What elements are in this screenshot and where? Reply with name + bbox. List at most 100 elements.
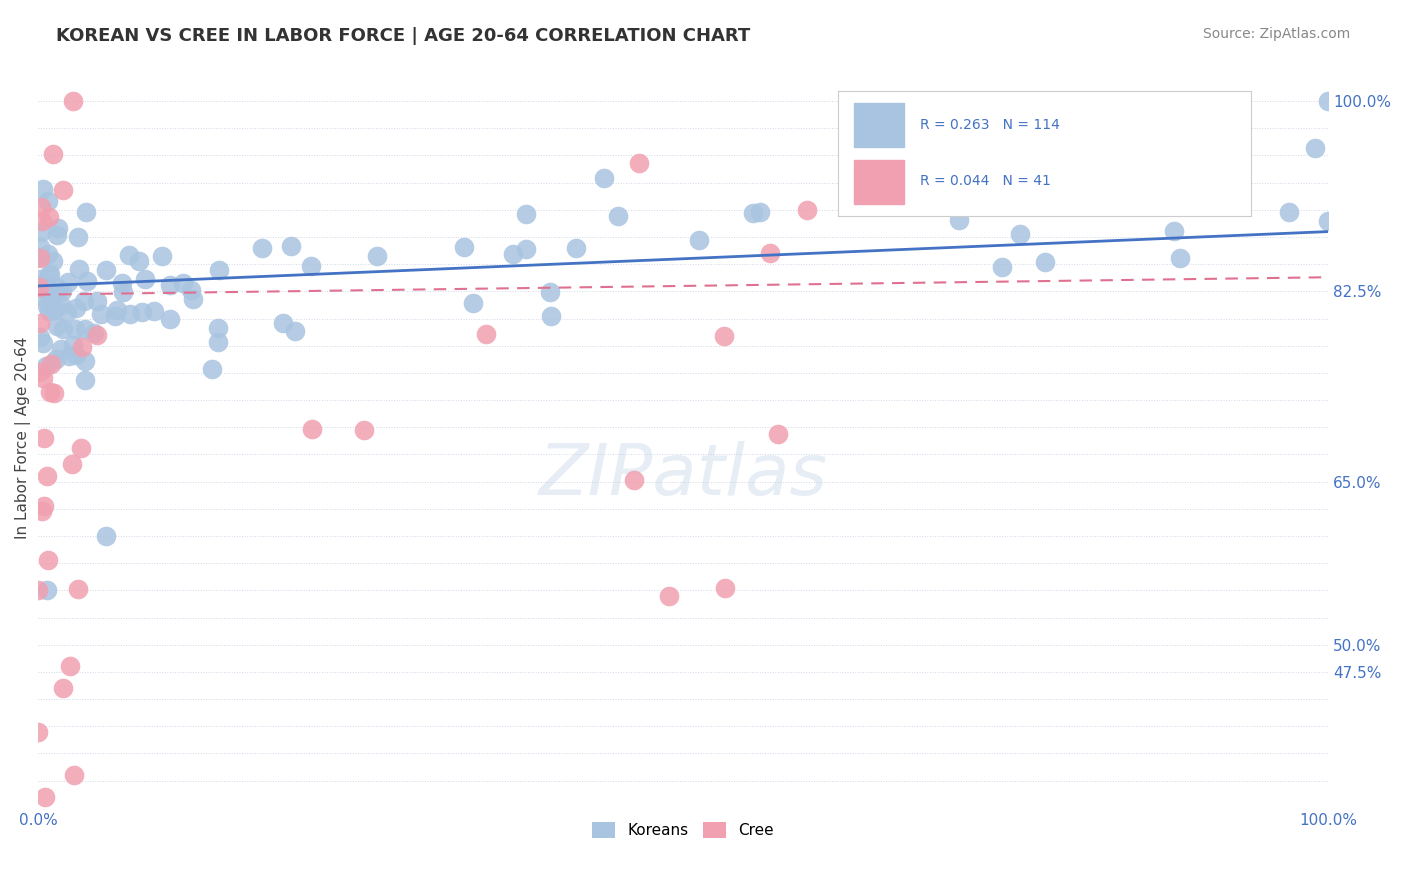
Point bbox=[62, 338, 84, 352]
Point bbox=[112, 285, 135, 300]
Point bbox=[51, 184, 73, 198]
Point bbox=[39, 385, 62, 400]
Point bbox=[65, 348, 87, 362]
Point bbox=[104, 310, 127, 324]
Point bbox=[30, 272, 52, 286]
Point bbox=[73, 354, 96, 368]
Point bbox=[301, 422, 323, 436]
Point bbox=[30, 200, 52, 214]
Point bbox=[44, 278, 66, 293]
Point bbox=[201, 361, 224, 376]
Point bbox=[461, 296, 484, 310]
Point bbox=[713, 581, 735, 595]
Point bbox=[35, 299, 58, 313]
Point bbox=[44, 302, 66, 317]
Point bbox=[159, 312, 181, 326]
Point bbox=[46, 221, 69, 235]
Point bbox=[37, 469, 59, 483]
Point bbox=[565, 241, 588, 255]
Point bbox=[515, 242, 537, 256]
Point bbox=[34, 789, 56, 804]
Point bbox=[606, 209, 628, 223]
Point bbox=[592, 170, 614, 185]
Point bbox=[796, 202, 818, 217]
Point bbox=[38, 210, 60, 224]
Point bbox=[150, 249, 173, 263]
Point bbox=[45, 285, 67, 300]
Point bbox=[453, 240, 475, 254]
Point bbox=[46, 227, 69, 242]
Point bbox=[366, 249, 388, 263]
Point bbox=[45, 319, 67, 334]
Point bbox=[32, 182, 55, 196]
Point bbox=[159, 277, 181, 292]
Point bbox=[143, 304, 166, 318]
Point bbox=[27, 583, 49, 598]
Point bbox=[52, 681, 75, 695]
Point bbox=[37, 285, 59, 299]
Point bbox=[502, 247, 524, 261]
Point bbox=[28, 251, 51, 265]
Point bbox=[58, 349, 80, 363]
Point bbox=[37, 194, 59, 208]
Point bbox=[37, 282, 59, 296]
Point bbox=[69, 441, 91, 455]
Legend: Koreans, Cree: Koreans, Cree bbox=[586, 816, 780, 845]
Point bbox=[32, 499, 55, 513]
Point bbox=[31, 214, 53, 228]
Point bbox=[35, 359, 58, 374]
Point bbox=[1278, 205, 1301, 219]
Point bbox=[45, 288, 67, 302]
Point bbox=[30, 225, 52, 239]
Point bbox=[627, 155, 650, 169]
Point bbox=[67, 230, 90, 244]
Point bbox=[30, 329, 52, 343]
Point bbox=[94, 529, 117, 543]
Point bbox=[73, 373, 96, 387]
Point bbox=[118, 248, 141, 262]
Point bbox=[1303, 140, 1326, 154]
Point bbox=[51, 285, 73, 299]
Point bbox=[76, 274, 98, 288]
Point bbox=[128, 254, 150, 268]
Point bbox=[41, 357, 63, 371]
Point bbox=[86, 328, 108, 343]
Point bbox=[1317, 214, 1340, 228]
Point bbox=[45, 352, 67, 367]
Point bbox=[73, 293, 96, 308]
Point bbox=[30, 316, 52, 330]
Text: ZIPatlas: ZIPatlas bbox=[538, 441, 828, 509]
Point bbox=[42, 146, 65, 161]
Point bbox=[688, 233, 710, 247]
Point bbox=[749, 205, 772, 219]
Point bbox=[768, 426, 790, 441]
Point bbox=[623, 473, 645, 487]
Point bbox=[990, 260, 1012, 275]
Point bbox=[515, 206, 537, 220]
Point bbox=[35, 277, 58, 292]
Point bbox=[1010, 227, 1032, 241]
Point bbox=[181, 293, 204, 307]
Point bbox=[1317, 94, 1340, 108]
Text: Source: ZipAtlas.com: Source: ZipAtlas.com bbox=[1202, 27, 1350, 41]
Point bbox=[65, 301, 87, 316]
Point bbox=[90, 307, 112, 321]
Point bbox=[67, 261, 90, 276]
Point bbox=[207, 320, 229, 334]
Point bbox=[56, 275, 79, 289]
Point bbox=[180, 283, 202, 297]
Point bbox=[52, 322, 75, 336]
Point bbox=[94, 262, 117, 277]
Point bbox=[31, 335, 53, 350]
Point bbox=[75, 204, 97, 219]
Point bbox=[353, 423, 375, 437]
Point bbox=[759, 245, 782, 260]
Point bbox=[207, 335, 229, 350]
Point bbox=[540, 309, 562, 323]
Point bbox=[30, 365, 52, 379]
Point bbox=[1163, 224, 1185, 238]
Point bbox=[131, 305, 153, 319]
Point bbox=[60, 457, 83, 471]
Point bbox=[250, 241, 273, 255]
Point bbox=[208, 263, 231, 277]
